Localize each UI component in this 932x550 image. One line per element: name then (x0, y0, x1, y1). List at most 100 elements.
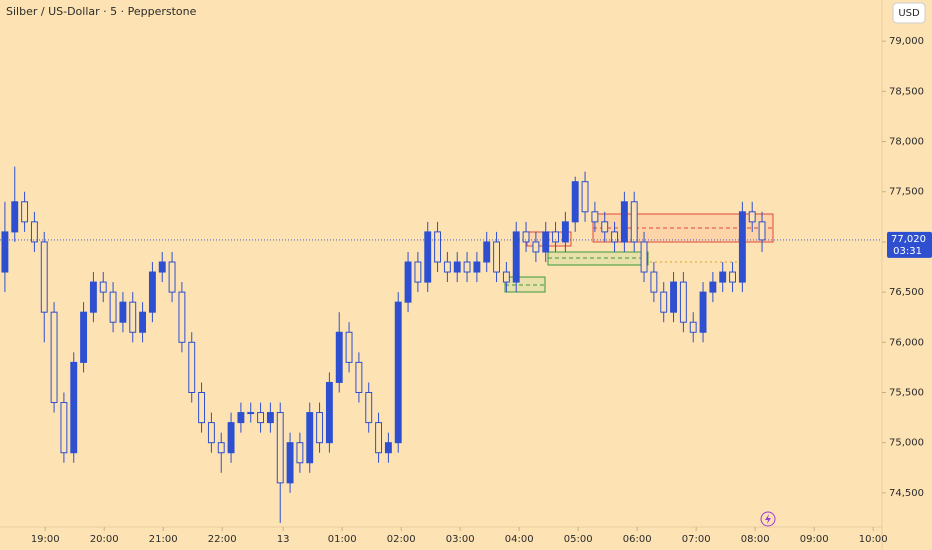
chart-title: Silber / US-Dollar · 5 · Pepperstone (6, 5, 197, 18)
candle-body (453, 261, 461, 273)
y-tick-label: 74,500 (889, 488, 924, 499)
candle-body (463, 261, 471, 273)
candle-body (148, 271, 156, 313)
x-tick-label: 10:00 (859, 534, 888, 545)
last-price-tag (887, 231, 932, 258)
candle-body (493, 241, 501, 273)
x-tick-label: 20:00 (90, 534, 119, 545)
candle-body (660, 291, 668, 313)
y-tick-label: 76,000 (889, 337, 924, 348)
y-tick-label: 78,500 (889, 86, 924, 97)
x-tick-label: 22:00 (208, 534, 237, 545)
candle-body (561, 221, 569, 243)
x-tick-label: 09:00 (800, 534, 829, 545)
candle-body (257, 412, 265, 424)
x-tick-label: 04:00 (505, 534, 534, 545)
currency-button[interactable] (892, 2, 926, 24)
candle-body (689, 321, 697, 333)
candle-body (296, 442, 304, 464)
x-tick-label: 21:00 (149, 534, 178, 545)
candle-body (384, 442, 392, 454)
y-tick-label: 75,000 (889, 438, 924, 449)
y-tick-label: 76,500 (889, 287, 924, 298)
x-tick-label: 06:00 (623, 534, 652, 545)
candle-body (748, 211, 756, 223)
candle-body (699, 291, 707, 333)
last-price-label: 77,020 (891, 234, 926, 245)
candle-body (276, 412, 284, 484)
candle-body (198, 391, 206, 424)
candle-body (542, 231, 550, 253)
candle-body (483, 241, 491, 263)
candle-body (522, 231, 530, 243)
candle-body (650, 271, 658, 293)
candle-body (207, 422, 215, 444)
candle-body (139, 311, 147, 333)
candle-body (70, 361, 78, 454)
x-tick-label: 01:00 (328, 534, 357, 545)
y-tick-label: 79,000 (889, 36, 924, 47)
candle-body (286, 442, 294, 484)
candle-body (591, 211, 599, 223)
candle-body (11, 201, 19, 233)
candle-body (227, 422, 235, 454)
candle-body (502, 271, 510, 283)
candle-body (325, 381, 333, 444)
candle-body (50, 311, 58, 404)
candle-body (611, 231, 618, 243)
candle-body (40, 241, 48, 313)
candle-body (109, 291, 117, 323)
candle-body (247, 412, 255, 415)
candle-body (335, 331, 343, 383)
candle-body (670, 281, 677, 313)
candle-body (719, 271, 727, 283)
candle-body (758, 221, 766, 241)
candle-body (512, 231, 520, 283)
candle-body (729, 271, 736, 283)
candle-body (129, 301, 137, 333)
candle-body (375, 422, 383, 454)
candle-body (571, 181, 579, 223)
demand-zone (504, 276, 546, 293)
currency-label[interactable]: USD (898, 8, 920, 19)
candle-body (365, 391, 373, 424)
alert-icon[interactable] (760, 511, 776, 527)
candle-body (414, 261, 422, 283)
y-tick-label: 75,500 (889, 387, 924, 398)
candle-body (30, 221, 38, 243)
candle-body (473, 261, 481, 273)
candle-body (394, 301, 402, 444)
candle-body (168, 261, 176, 293)
candle-body (620, 201, 628, 243)
candle-body (581, 181, 589, 213)
candle-body (60, 402, 68, 454)
candle-body (99, 281, 107, 293)
x-tick-label: 13 (277, 534, 290, 545)
candle-body (345, 331, 353, 363)
countdown-label: 03:31 (893, 246, 922, 257)
candle-body (21, 201, 29, 223)
candle-body (640, 241, 648, 273)
candle-body (217, 442, 225, 454)
candle-body (738, 211, 746, 283)
x-tick-label: 19:00 (31, 534, 60, 545)
candle-body (158, 261, 166, 273)
alert-icon-bolt[interactable] (765, 514, 771, 524)
candle-body (178, 291, 186, 343)
candle-body (266, 412, 274, 424)
candle-body (119, 301, 127, 323)
candle-body (679, 281, 687, 323)
x-tick-label: 02:00 (387, 534, 416, 545)
candle-body (709, 281, 717, 293)
supply-zone (592, 213, 774, 243)
candle-body (306, 412, 314, 464)
candle-body (188, 341, 196, 393)
candle-body (89, 281, 97, 313)
candle-body (237, 412, 245, 424)
candle-body (424, 231, 432, 283)
candle-body (630, 201, 638, 243)
y-tick-label: 78,000 (889, 137, 924, 148)
candle-body (1, 231, 9, 273)
x-tick-label: 08:00 (741, 534, 770, 545)
